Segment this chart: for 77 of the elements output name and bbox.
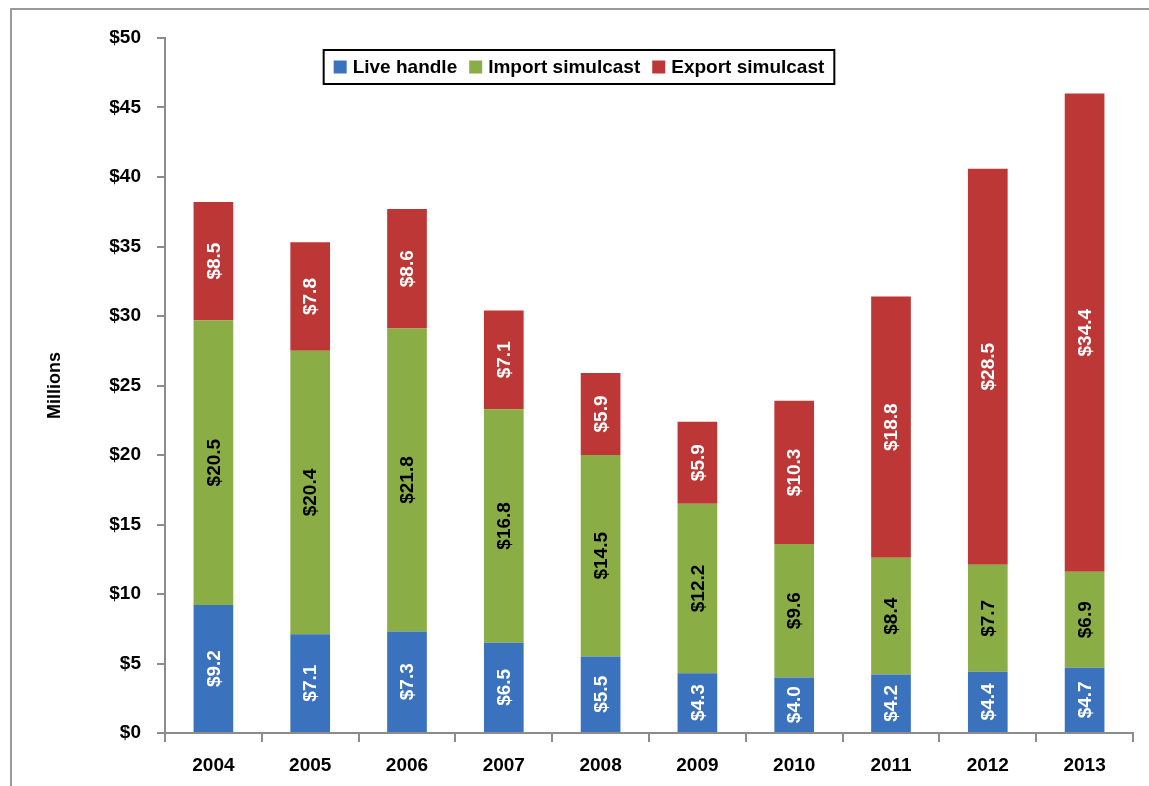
data-label: $4.4 <box>977 683 999 721</box>
data-label: $16.8 <box>493 502 515 550</box>
legend-label: Import simulcast <box>488 56 641 78</box>
bar <box>967 168 1008 565</box>
data-label: $12.2 <box>686 564 708 613</box>
data-label: $7.1 <box>493 340 515 379</box>
bar <box>871 296 911 558</box>
bar <box>290 242 331 351</box>
data-label: $5.9 <box>589 395 611 433</box>
x-tick-label: 2011 <box>870 753 913 775</box>
bar <box>774 400 815 544</box>
data-label: $5.5 <box>589 675 611 713</box>
y-tick-label: $0 <box>119 721 141 743</box>
legend-label: Export simulcast <box>671 56 826 78</box>
y-tick-label: $10 <box>109 582 141 604</box>
x-tick-label: 2005 <box>289 753 332 775</box>
bar <box>774 543 815 678</box>
bar <box>1064 93 1105 572</box>
bar <box>483 642 524 732</box>
bar <box>387 328 427 632</box>
x-tick-label: 2012 <box>966 753 1009 775</box>
y-tick-label: $50 <box>109 26 141 48</box>
data-label: $4.0 <box>783 686 805 724</box>
bar <box>677 503 718 674</box>
bar <box>580 455 621 657</box>
data-label: $8.4 <box>880 597 902 635</box>
bar <box>193 320 234 606</box>
y-tick-label: $30 <box>109 304 141 326</box>
data-label: $20.4 <box>299 468 321 517</box>
bar <box>967 564 1008 672</box>
bar <box>1064 571 1105 668</box>
data-label: $7.1 <box>299 664 321 702</box>
data-label: $14.5 <box>589 531 611 580</box>
data-label: $10.3 <box>783 448 805 497</box>
data-label: $9.6 <box>783 592 805 630</box>
x-tick-label: 2009 <box>676 753 719 775</box>
bar <box>193 605 234 732</box>
x-tick-label: 2013 <box>1063 753 1106 775</box>
y-tick-label: $15 <box>109 512 142 534</box>
data-label: $6.9 <box>1073 601 1095 639</box>
data-label: $9.2 <box>202 650 224 688</box>
bar <box>387 631 427 732</box>
x-tick-label: 2007 <box>482 753 525 775</box>
data-label: $18.8 <box>880 403 902 451</box>
x-tick-label: 2006 <box>385 753 429 775</box>
y-tick-label: $40 <box>109 165 141 187</box>
y-tick-label: $5 <box>119 651 142 673</box>
data-label: $6.5 <box>493 668 515 706</box>
x-tick-label: 2004 <box>192 753 235 775</box>
data-label: $21.8 <box>396 456 418 504</box>
bar <box>290 634 331 732</box>
data-label: $4.3 <box>686 684 708 722</box>
y-tick-label: $20 <box>109 443 141 465</box>
y-tick-label: $35 <box>109 234 142 256</box>
bar <box>290 350 331 635</box>
data-label: $4.7 <box>1073 681 1095 719</box>
bar <box>193 202 234 321</box>
bar <box>483 409 524 643</box>
legend-label: Live handle <box>352 56 458 78</box>
data-label: $7.8 <box>299 278 321 316</box>
data-label: $8.5 <box>202 242 224 280</box>
data-label: $4.2 <box>880 684 902 722</box>
data-label: $5.9 <box>686 444 708 482</box>
data-label: $20.5 <box>202 438 224 487</box>
data-label: $28.5 <box>977 342 999 391</box>
data-label: $7.3 <box>396 663 418 701</box>
data-label: $34.4 <box>1073 308 1095 357</box>
x-tick-label: 2008 <box>579 753 622 775</box>
y-tick-label: $45 <box>109 95 142 117</box>
data-label: $7.7 <box>977 599 999 637</box>
y-tick-label: $25 <box>109 373 142 395</box>
bar <box>387 208 427 329</box>
bar <box>871 557 911 675</box>
x-tick-label: 2010 <box>773 753 816 775</box>
y-axis-title: Millions <box>43 352 64 419</box>
data-label: $8.6 <box>396 250 418 288</box>
bar <box>483 310 524 410</box>
